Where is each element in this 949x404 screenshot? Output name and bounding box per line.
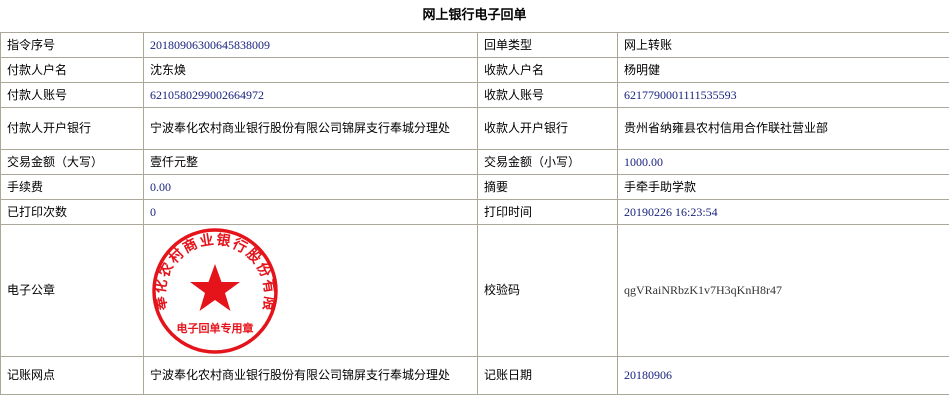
value-payer-account: 6210580299002664972 bbox=[143, 82, 478, 108]
seal-bottom-text: 电子回单专用章 bbox=[177, 321, 254, 335]
value-booking-date: 20180906 bbox=[617, 356, 949, 395]
table-row: 付款人开户银行 宁波奉化农村商业银行股份有限公司锦屏支行奉城分理处 收款人开户银… bbox=[0, 107, 949, 150]
receipt-table: 指令序号 20180906300645838009 回单类型 网上转账 付款人户… bbox=[0, 32, 949, 395]
value-instruction-no: 20180906300645838009 bbox=[143, 32, 478, 58]
label-fee: 手续费 bbox=[0, 174, 144, 200]
label-payee-account: 收款人账号 bbox=[477, 82, 618, 108]
value-memo: 手牵手助学款 bbox=[617, 174, 949, 200]
label-print-count: 已打印次数 bbox=[0, 199, 144, 225]
label-amount-words: 交易金额（大写） bbox=[0, 149, 144, 175]
table-row: 交易金额（大写） 壹仟元整 交易金额（小写） 1000.00 bbox=[0, 149, 949, 175]
table-row: 已打印次数 0 打印时间 20190226 16:23:54 bbox=[0, 199, 949, 225]
label-checksum: 校验码 bbox=[477, 224, 618, 357]
table-row: 电子公章 宁波奉化农村商业银行股份有限公司 电子回单专用章 校验码 qgVRai… bbox=[0, 224, 949, 357]
label-payer-name: 付款人户名 bbox=[0, 57, 144, 83]
table-row: 付款人户名 沈东焕 收款人户名 杨明健 bbox=[0, 57, 949, 83]
value-checksum: qgVRaiNRbzK1v7H3qKnH8r47 bbox=[617, 224, 949, 357]
label-booking-branch: 记账网点 bbox=[0, 356, 144, 395]
label-instruction-no: 指令序号 bbox=[0, 32, 144, 58]
value-payer-name: 沈东焕 bbox=[143, 57, 478, 83]
value-payee-bank: 贵州省纳雍县农村信用合作联社营业部 bbox=[617, 107, 949, 150]
label-print-time: 打印时间 bbox=[477, 199, 618, 225]
table-row: 付款人账号 6210580299002664972 收款人账号 62177900… bbox=[0, 82, 949, 108]
label-payee-bank: 收款人开户银行 bbox=[477, 107, 618, 150]
label-payee-name: 收款人户名 bbox=[477, 57, 618, 83]
label-payer-bank: 付款人开户银行 bbox=[0, 107, 144, 150]
label-e-seal: 电子公章 bbox=[0, 224, 144, 357]
value-fee: 0.00 bbox=[143, 174, 478, 200]
official-seal: 宁波奉化农村商业银行股份有限公司 电子回单专用章 bbox=[150, 226, 278, 354]
value-receipt-type: 网上转账 bbox=[617, 32, 949, 58]
value-payee-name: 杨明健 bbox=[617, 57, 949, 83]
value-amount-figures: 1000.00 bbox=[617, 149, 949, 175]
value-print-count: 0 bbox=[143, 199, 478, 225]
value-payer-bank: 宁波奉化农村商业银行股份有限公司锦屏支行奉城分理处 bbox=[143, 107, 478, 150]
label-receipt-type: 回单类型 bbox=[477, 32, 618, 58]
value-print-time: 20190226 16:23:54 bbox=[617, 199, 949, 225]
value-amount-words: 壹仟元整 bbox=[143, 149, 478, 175]
page-title: 网上银行电子回单 bbox=[422, 8, 527, 23]
star-icon bbox=[190, 263, 240, 311]
table-row: 手续费 0.00 摘要 手牵手助学款 bbox=[0, 174, 949, 200]
table-row: 记账网点 宁波奉化农村商业银行股份有限公司锦屏支行奉城分理处 记账日期 2018… bbox=[0, 356, 949, 395]
value-e-seal: 宁波奉化农村商业银行股份有限公司 电子回单专用章 bbox=[143, 224, 478, 357]
label-memo: 摘要 bbox=[477, 174, 618, 200]
label-payer-account: 付款人账号 bbox=[0, 82, 144, 108]
table-row: 指令序号 20180906300645838009 回单类型 网上转账 bbox=[0, 32, 949, 58]
value-booking-branch: 宁波奉化农村商业银行股份有限公司锦屏支行奉城分理处 bbox=[143, 356, 478, 395]
label-amount-figures: 交易金额（小写） bbox=[477, 149, 618, 175]
label-booking-date: 记账日期 bbox=[477, 356, 618, 395]
value-payee-account: 6217790001111535593 bbox=[617, 82, 949, 108]
